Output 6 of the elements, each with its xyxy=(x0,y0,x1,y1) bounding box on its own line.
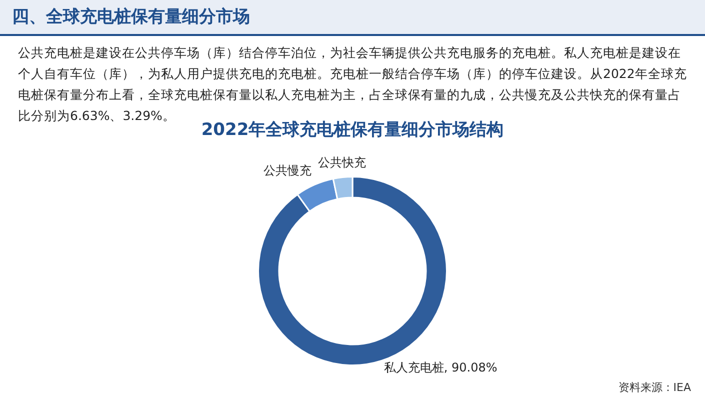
text: 资料来源：IEA xyxy=(618,380,691,395)
slice-label: 私人充电桩, 90.08% xyxy=(384,360,498,374)
slice-label: 公共快充 xyxy=(318,155,366,170)
text: 四、全球充电桩保有量细分市场 xyxy=(12,6,250,28)
slice-label: 公共慢充 xyxy=(263,164,312,178)
chart-title: 2022年全球充电桩保有量细分市场结构 xyxy=(201,120,504,140)
